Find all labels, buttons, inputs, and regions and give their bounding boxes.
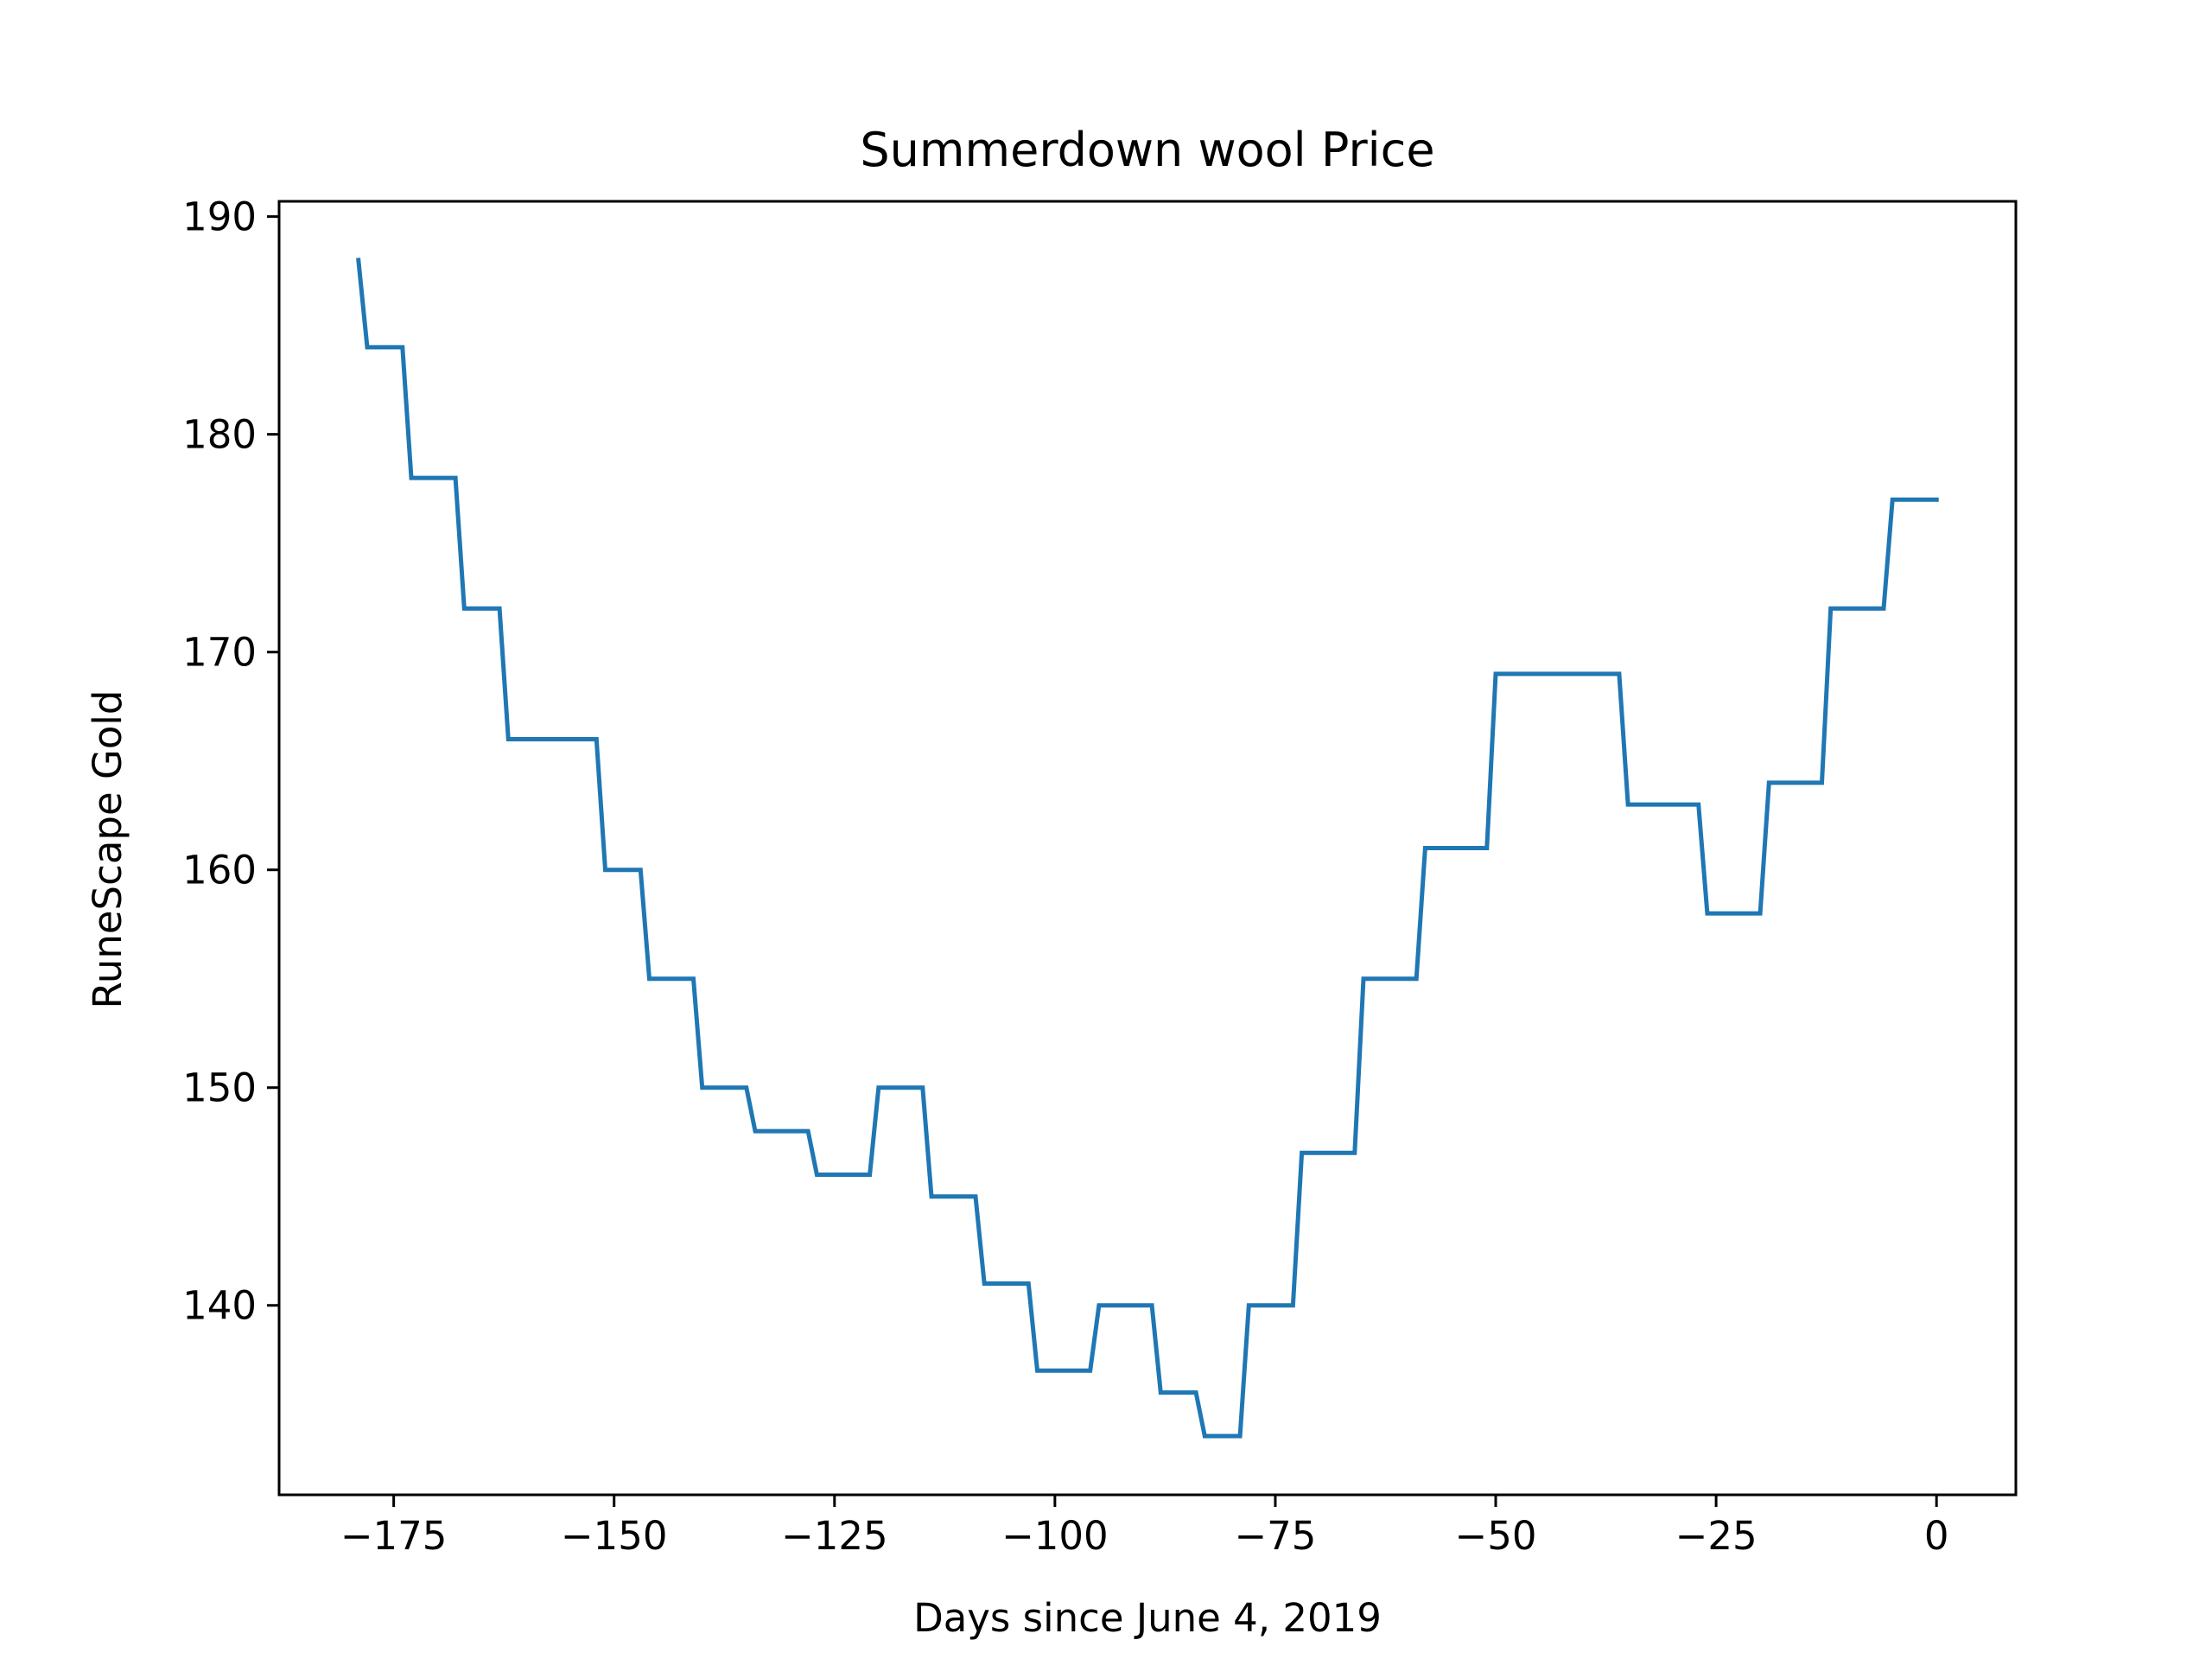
plot-frame — [277, 200, 2018, 1497]
x-tick-label: −175 — [340, 1513, 448, 1559]
y-tick-label: 190 — [182, 194, 257, 240]
chart-title: Summerdown wool Price — [860, 123, 1434, 177]
x-tick-label: −50 — [1455, 1513, 1537, 1559]
y-tick-label: 150 — [182, 1065, 257, 1111]
y-axis-title: RuneScape Gold — [85, 690, 130, 1009]
y-axis: 140 150 160 170 180 190 — [182, 194, 279, 1329]
y-tick-label: 180 — [182, 412, 257, 458]
x-axis-title: Days since June 4, 2019 — [913, 1595, 1382, 1641]
x-tick-label: 0 — [1924, 1513, 1949, 1559]
x-tick-label: −150 — [561, 1513, 668, 1559]
x-tick-label: −75 — [1234, 1513, 1316, 1559]
price-line — [356, 257, 1939, 1439]
x-tick-label: −100 — [1001, 1513, 1109, 1559]
x-axis: −175 −150 −125 −100 −75 −50 −25 0 — [340, 1495, 1949, 1559]
y-tick-label: 140 — [182, 1283, 257, 1329]
y-tick-label: 160 — [182, 848, 257, 893]
x-tick-label: −25 — [1675, 1513, 1758, 1559]
y-tick-label: 170 — [182, 630, 257, 676]
x-tick-label: −125 — [781, 1513, 888, 1559]
